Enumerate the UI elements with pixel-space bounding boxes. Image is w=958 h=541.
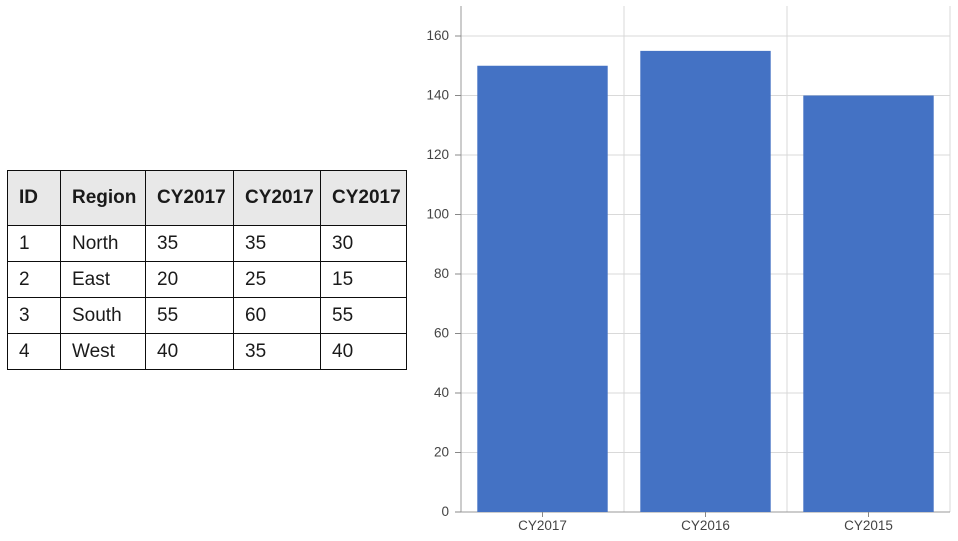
svg-text:140: 140	[426, 88, 449, 103]
svg-text:40: 40	[434, 385, 449, 400]
svg-text:100: 100	[426, 207, 449, 222]
svg-text:60: 60	[434, 326, 449, 341]
svg-text:20: 20	[434, 445, 449, 460]
svg-text:120: 120	[426, 147, 449, 162]
svg-text:CY2016: CY2016	[681, 518, 730, 533]
svg-text:160: 160	[426, 28, 449, 43]
svg-text:CY2017: CY2017	[518, 518, 567, 533]
svg-text:CY2015: CY2015	[844, 518, 893, 533]
svg-text:0: 0	[441, 504, 449, 519]
svg-text:80: 80	[434, 266, 449, 281]
